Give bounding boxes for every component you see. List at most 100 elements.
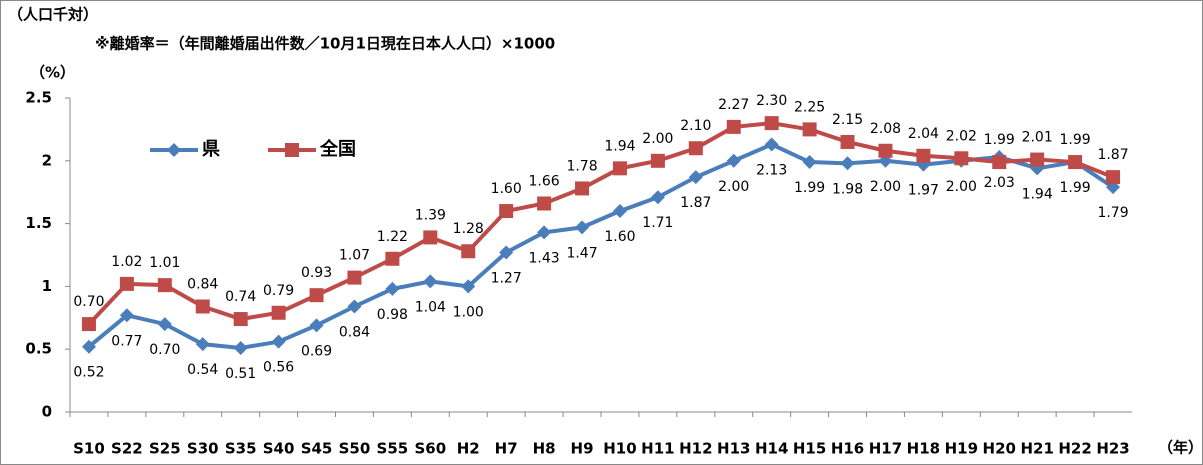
marker <box>167 143 181 157</box>
x-tick-label: H9 <box>571 440 594 458</box>
data-label: 1.07 <box>339 248 370 264</box>
marker <box>461 279 476 294</box>
chart-title: （人口千対） <box>8 6 98 24</box>
data-label: 1.22 <box>377 229 408 245</box>
x-tick-label: H19 <box>945 440 978 458</box>
data-label: 0.69 <box>301 343 332 359</box>
data-label: 1.99 <box>1060 180 1091 196</box>
marker <box>271 305 286 320</box>
data-label: 1.60 <box>604 229 635 245</box>
y-tick-label: 1.5 <box>25 214 52 232</box>
marker <box>650 190 665 205</box>
series-line <box>87 121 1114 326</box>
data-label: 2.01 <box>1022 130 1053 146</box>
marker <box>285 143 299 157</box>
y-axis-label: （%） <box>30 64 75 82</box>
marker <box>612 204 627 219</box>
marker <box>499 245 514 260</box>
x-tick-label: H15 <box>793 440 826 458</box>
data-label: 1.02 <box>111 254 142 270</box>
data-label: 1.47 <box>566 245 597 261</box>
marker <box>612 161 627 176</box>
marker <box>157 317 172 332</box>
data-label: 0.77 <box>111 333 142 349</box>
marker <box>537 225 552 240</box>
marker <box>878 143 893 158</box>
x-tick-label: S45 <box>301 440 333 458</box>
data-label: 0.70 <box>149 342 180 358</box>
marker <box>347 270 362 285</box>
x-tick-label: S40 <box>263 440 295 458</box>
marker <box>81 339 96 354</box>
data-label: 1.71 <box>642 215 673 231</box>
data-label: 1.87 <box>1097 147 1128 163</box>
marker <box>688 141 703 156</box>
marker <box>764 116 779 131</box>
marker <box>840 134 855 149</box>
data-label: 0.79 <box>263 283 294 299</box>
marker <box>802 155 817 170</box>
marker <box>840 156 855 171</box>
data-label: 1.98 <box>832 181 863 197</box>
data-label: 1.66 <box>529 174 560 190</box>
data-label: 0.84 <box>187 276 218 292</box>
marker <box>81 317 96 332</box>
marker <box>119 308 134 323</box>
data-label: 2.00 <box>642 131 673 147</box>
x-axis-label: （年） <box>1158 439 1203 457</box>
x-tick-label: H2 <box>457 440 480 458</box>
data-label: 2.27 <box>718 97 749 113</box>
x-tick-label: S50 <box>339 440 371 458</box>
marker <box>233 312 248 327</box>
marker <box>764 137 779 152</box>
chart-subtitle: ※離婚率＝（年間離婚届出件数／10月1日現在日本人人口）×1000 <box>95 35 555 53</box>
x-tick-label: H11 <box>641 440 674 458</box>
x-tick-label: S10 <box>73 440 105 458</box>
data-label: 2.04 <box>908 126 939 142</box>
marker <box>195 299 210 314</box>
data-label: 2.00 <box>946 179 977 195</box>
series-line <box>87 142 1115 350</box>
data-label: 0.84 <box>339 324 370 340</box>
data-label: 2.03 <box>984 175 1015 191</box>
data-label: 1.01 <box>149 255 180 271</box>
x-tick-label: S60 <box>414 440 446 458</box>
data-label: 0.74 <box>225 289 256 305</box>
data-label: 2.13 <box>756 162 787 178</box>
marker <box>271 334 286 349</box>
marker <box>575 220 590 235</box>
marker <box>423 230 438 245</box>
x-tick-label: S35 <box>225 440 257 458</box>
x-tick-label: H10 <box>603 440 636 458</box>
y-tick-label: 0 <box>42 403 52 421</box>
data-label: 1.97 <box>908 183 939 199</box>
marker <box>916 148 931 163</box>
y-tick-label: 1 <box>42 277 52 295</box>
data-label: 1.60 <box>491 181 522 197</box>
data-label: 1.94 <box>1022 186 1053 202</box>
data-label: 2.30 <box>756 93 787 109</box>
data-label: 2.25 <box>794 99 825 115</box>
marker <box>688 170 703 185</box>
data-label: 1.04 <box>415 299 446 315</box>
x-tick-label: H12 <box>679 440 712 458</box>
x-tick-label: H17 <box>869 440 902 458</box>
data-label: 2.02 <box>946 128 977 144</box>
marker <box>992 155 1007 170</box>
data-label: 1.00 <box>453 304 484 320</box>
marker <box>233 340 248 355</box>
y-tick-label: 2.5 <box>25 89 52 107</box>
data-label: 2.15 <box>832 112 863 128</box>
x-tick-label: H23 <box>1096 440 1129 458</box>
data-label: 0.56 <box>263 360 294 376</box>
marker <box>309 288 324 303</box>
marker <box>461 244 476 259</box>
x-tick-label: S30 <box>187 440 219 458</box>
x-tick-label: S25 <box>149 440 181 458</box>
data-label: 1.99 <box>984 132 1015 148</box>
x-tick-label: H16 <box>831 440 864 458</box>
data-label: 2.00 <box>718 179 749 195</box>
x-tick-label: H13 <box>717 440 750 458</box>
marker <box>309 318 324 333</box>
